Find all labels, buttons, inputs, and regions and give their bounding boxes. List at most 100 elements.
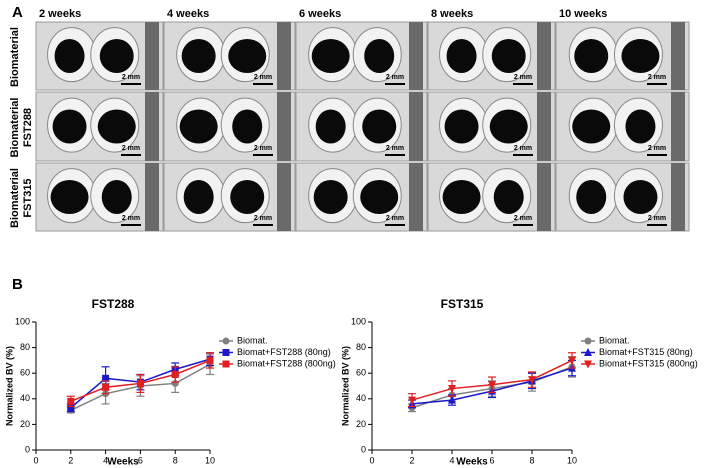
x-tick-label: 2 <box>409 455 414 465</box>
x-tick-label: 6 <box>138 455 143 465</box>
marker <box>408 396 416 405</box>
defect <box>442 180 481 214</box>
bone-edge <box>145 92 159 161</box>
bone-edge <box>277 92 291 161</box>
defect <box>228 39 267 73</box>
marker <box>136 379 144 387</box>
row-label: FST315 <box>22 178 34 217</box>
column-label: 4 weeks <box>167 8 209 20</box>
column-label: 8 weeks <box>431 8 473 20</box>
defect <box>230 180 265 214</box>
bone-edge <box>277 22 291 90</box>
defect <box>313 180 348 214</box>
y-tick-label: 0 <box>25 444 30 454</box>
scale-bar-label: 2 mm <box>514 215 532 222</box>
x-tick-label: 0 <box>33 455 38 465</box>
legend-marker <box>222 349 230 356</box>
defect <box>181 39 216 73</box>
scale-bar-label: 2 mm <box>254 74 272 81</box>
defect <box>493 180 524 214</box>
legend-marker <box>584 360 592 369</box>
x-tick-label: 6 <box>489 455 494 465</box>
legend-label: Biomat+FST288 (80ng) <box>237 347 331 357</box>
column-label: 2 weeks <box>39 8 81 20</box>
bone-edge <box>671 22 685 90</box>
row-label: Biomaterial <box>9 168 21 228</box>
marker <box>67 397 75 405</box>
scale-bar-label: 2 mm <box>254 215 272 222</box>
bone-edge <box>537 22 551 90</box>
defect <box>364 39 395 73</box>
y-tick-label: 60 <box>356 368 366 378</box>
scale-bar-label: 2 mm <box>648 215 666 222</box>
bone-edge <box>537 92 551 161</box>
x-tick-label: 8 <box>529 455 534 465</box>
bone-edge <box>409 92 423 161</box>
defect <box>444 109 479 144</box>
bone-edge <box>671 92 685 161</box>
row-label: FST288 <box>22 108 34 147</box>
defect <box>446 39 477 73</box>
bone-edge <box>537 163 551 231</box>
scale-bar-label: 2 mm <box>514 74 532 81</box>
defect <box>489 109 528 144</box>
scale-bar-label: 2 mm <box>386 74 404 81</box>
bone-edge <box>671 163 685 231</box>
defect <box>99 39 134 73</box>
legend-label: Biomat+FST288 (800ng) <box>237 358 336 368</box>
scale-bar-label: 2 mm <box>122 215 140 222</box>
y-tick-label: 20 <box>20 419 30 429</box>
defect <box>625 109 656 144</box>
defect <box>623 180 658 214</box>
row-label: Biomaterial <box>9 98 21 158</box>
defect <box>54 39 85 73</box>
x-axis-label: Weeks <box>456 457 488 468</box>
bone-edge <box>145 163 159 231</box>
marker <box>102 383 110 391</box>
scale-bar-label: 2 mm <box>122 145 140 152</box>
x-tick-label: 2 <box>68 455 73 465</box>
x-tick-label: 4 <box>449 455 454 465</box>
defect <box>621 39 660 73</box>
bone-edge <box>145 22 159 90</box>
y-tick-label: 40 <box>356 393 366 403</box>
marker <box>488 381 496 390</box>
legend-marker <box>584 348 592 356</box>
x-tick-label: 8 <box>173 455 178 465</box>
defect <box>315 109 346 144</box>
legend-marker <box>222 337 230 345</box>
y-tick-label: 100 <box>15 316 30 326</box>
scale-bar-label: 2 mm <box>514 145 532 152</box>
y-tick-label: 80 <box>356 342 366 352</box>
marker <box>568 356 576 365</box>
defect <box>50 180 89 214</box>
column-label: 6 weeks <box>299 8 341 20</box>
legend-label: Biomat. <box>599 335 630 345</box>
scale-bar-label: 2 mm <box>122 74 140 81</box>
chart-title: FST315 <box>441 297 484 311</box>
defect <box>97 109 136 144</box>
defect <box>491 39 526 73</box>
x-tick-label: 0 <box>369 455 374 465</box>
defect <box>101 180 132 214</box>
panel-label: B <box>12 276 23 293</box>
legend-label: Biomat+FST315 (800ng) <box>599 358 698 368</box>
y-tick-label: 40 <box>20 393 30 403</box>
row-label: Biomaterial <box>9 27 21 87</box>
defect <box>179 109 218 144</box>
legend-label: Biomat+FST315 (80ng) <box>599 347 693 357</box>
defect <box>574 39 609 73</box>
bone-edge <box>277 163 291 231</box>
defect <box>232 109 263 144</box>
legend-marker <box>222 360 230 368</box>
x-tick-label: 10 <box>205 455 215 465</box>
defect <box>576 180 607 214</box>
scale-bar-label: 2 mm <box>386 145 404 152</box>
legend-marker <box>584 337 592 345</box>
marker <box>206 356 214 364</box>
y-tick-label: 0 <box>361 444 366 454</box>
x-tick-label: 10 <box>567 455 577 465</box>
y-tick-label: 60 <box>20 368 30 378</box>
marker <box>448 395 456 404</box>
defect <box>311 39 350 73</box>
